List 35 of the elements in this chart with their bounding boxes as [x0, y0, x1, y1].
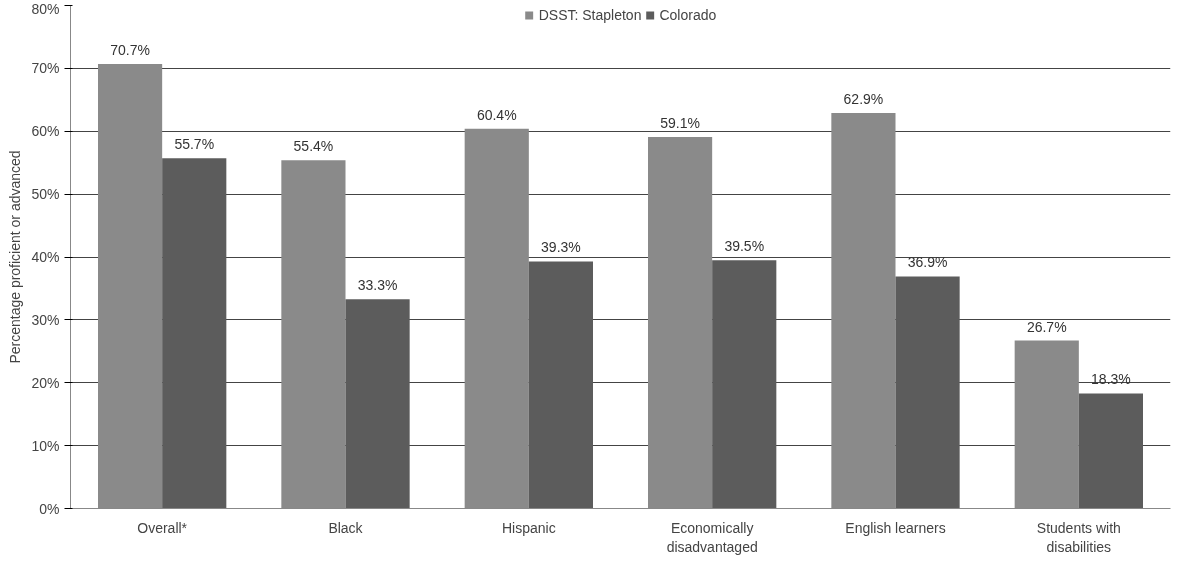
x-tick-label: Hispanic: [501, 519, 556, 536]
data-label: 26.7%: [1026, 318, 1067, 335]
data-label: 60.4%: [476, 106, 517, 123]
y-tick-label: 50%: [31, 186, 60, 203]
bar: [712, 260, 777, 509]
y-tick-label: 70%: [31, 60, 60, 77]
y-tick-label: 0%: [39, 500, 60, 517]
data-label: 55.7%: [174, 136, 215, 153]
x-tick-label: Overall*: [137, 519, 188, 536]
x-tick-label: English learners: [845, 519, 946, 536]
y-tick-label: 40%: [31, 249, 60, 265]
y-tick-label: 80%: [31, 0, 60, 17]
y-tick-label: 60%: [31, 123, 60, 140]
bar: [1078, 393, 1143, 509]
data-label: 39.5%: [724, 238, 765, 255]
legend-label: Colorado: [659, 7, 717, 23]
bar: [162, 158, 227, 509]
y-tick-label: 10%: [31, 437, 60, 454]
x-tick-label: Economically disadvantaged: [666, 519, 758, 555]
data-label: 33.3%: [357, 277, 398, 294]
x-tick-label: Black: [328, 519, 364, 536]
data-label: 62.9%: [843, 91, 884, 108]
data-label: 70.7%: [110, 41, 150, 58]
y-axis-title: Percentage proficient or advanced: [7, 150, 24, 364]
bar: [528, 261, 593, 509]
y-tick-label: 30%: [31, 311, 60, 328]
bar: [895, 276, 960, 509]
y-tick-label: 20%: [31, 374, 60, 391]
data-label: 36.9%: [907, 254, 948, 271]
data-label: 39.3%: [541, 239, 581, 256]
bar: [345, 299, 410, 509]
legend-label: DSST: Stapleton: [538, 7, 642, 23]
data-label: 59.1%: [660, 114, 700, 131]
data-label: 55.4%: [293, 138, 334, 155]
x-tick-label: Students with disabilities: [1036, 519, 1121, 555]
